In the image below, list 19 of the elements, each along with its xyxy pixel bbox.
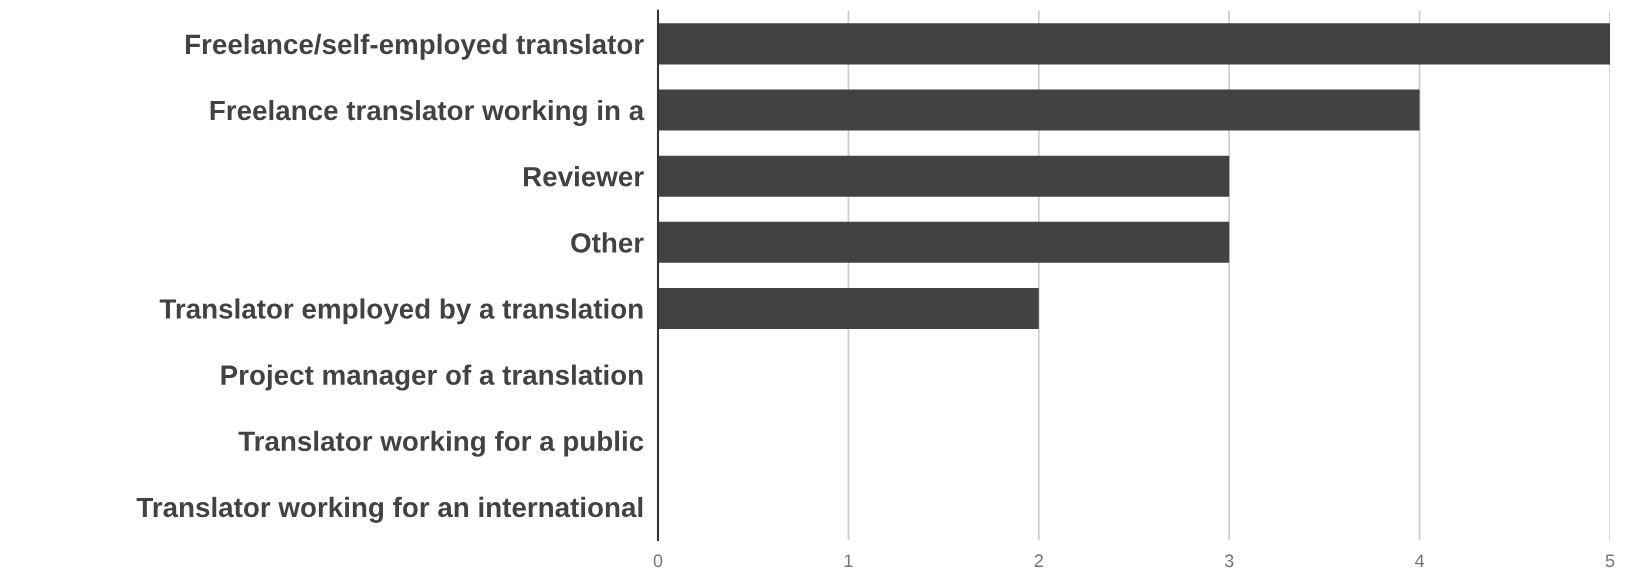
- x-tick-label: 3: [1224, 554, 1234, 568]
- y-tick-label: Other: [571, 232, 644, 253]
- bar: [658, 155, 1230, 197]
- y-tick-label: Freelance/self-employed translator: [185, 33, 644, 60]
- y-tick-label: Freelance translator working in a: [210, 99, 645, 126]
- x-tick-label: 2: [1034, 554, 1043, 567]
- x-tick-label: 4: [1414, 554, 1425, 567]
- y-tick-label: Project manager of a translation: [221, 364, 643, 391]
- y-tick-label: Translator working for a public: [238, 430, 644, 457]
- x-tick-label: 5: [1605, 554, 1615, 568]
- x-tick-label: 1: [844, 554, 853, 567]
- y-tick-label: Reviewer: [523, 166, 644, 187]
- x-tick-label: 0: [653, 554, 663, 568]
- bar: [658, 89, 1420, 131]
- bar: [658, 287, 1039, 329]
- y-tick-label: Translator working for an international: [136, 496, 643, 523]
- bar: [658, 221, 1230, 263]
- y-tick-label: Translator employed by a translation: [159, 298, 643, 325]
- bar: [658, 23, 1610, 65]
